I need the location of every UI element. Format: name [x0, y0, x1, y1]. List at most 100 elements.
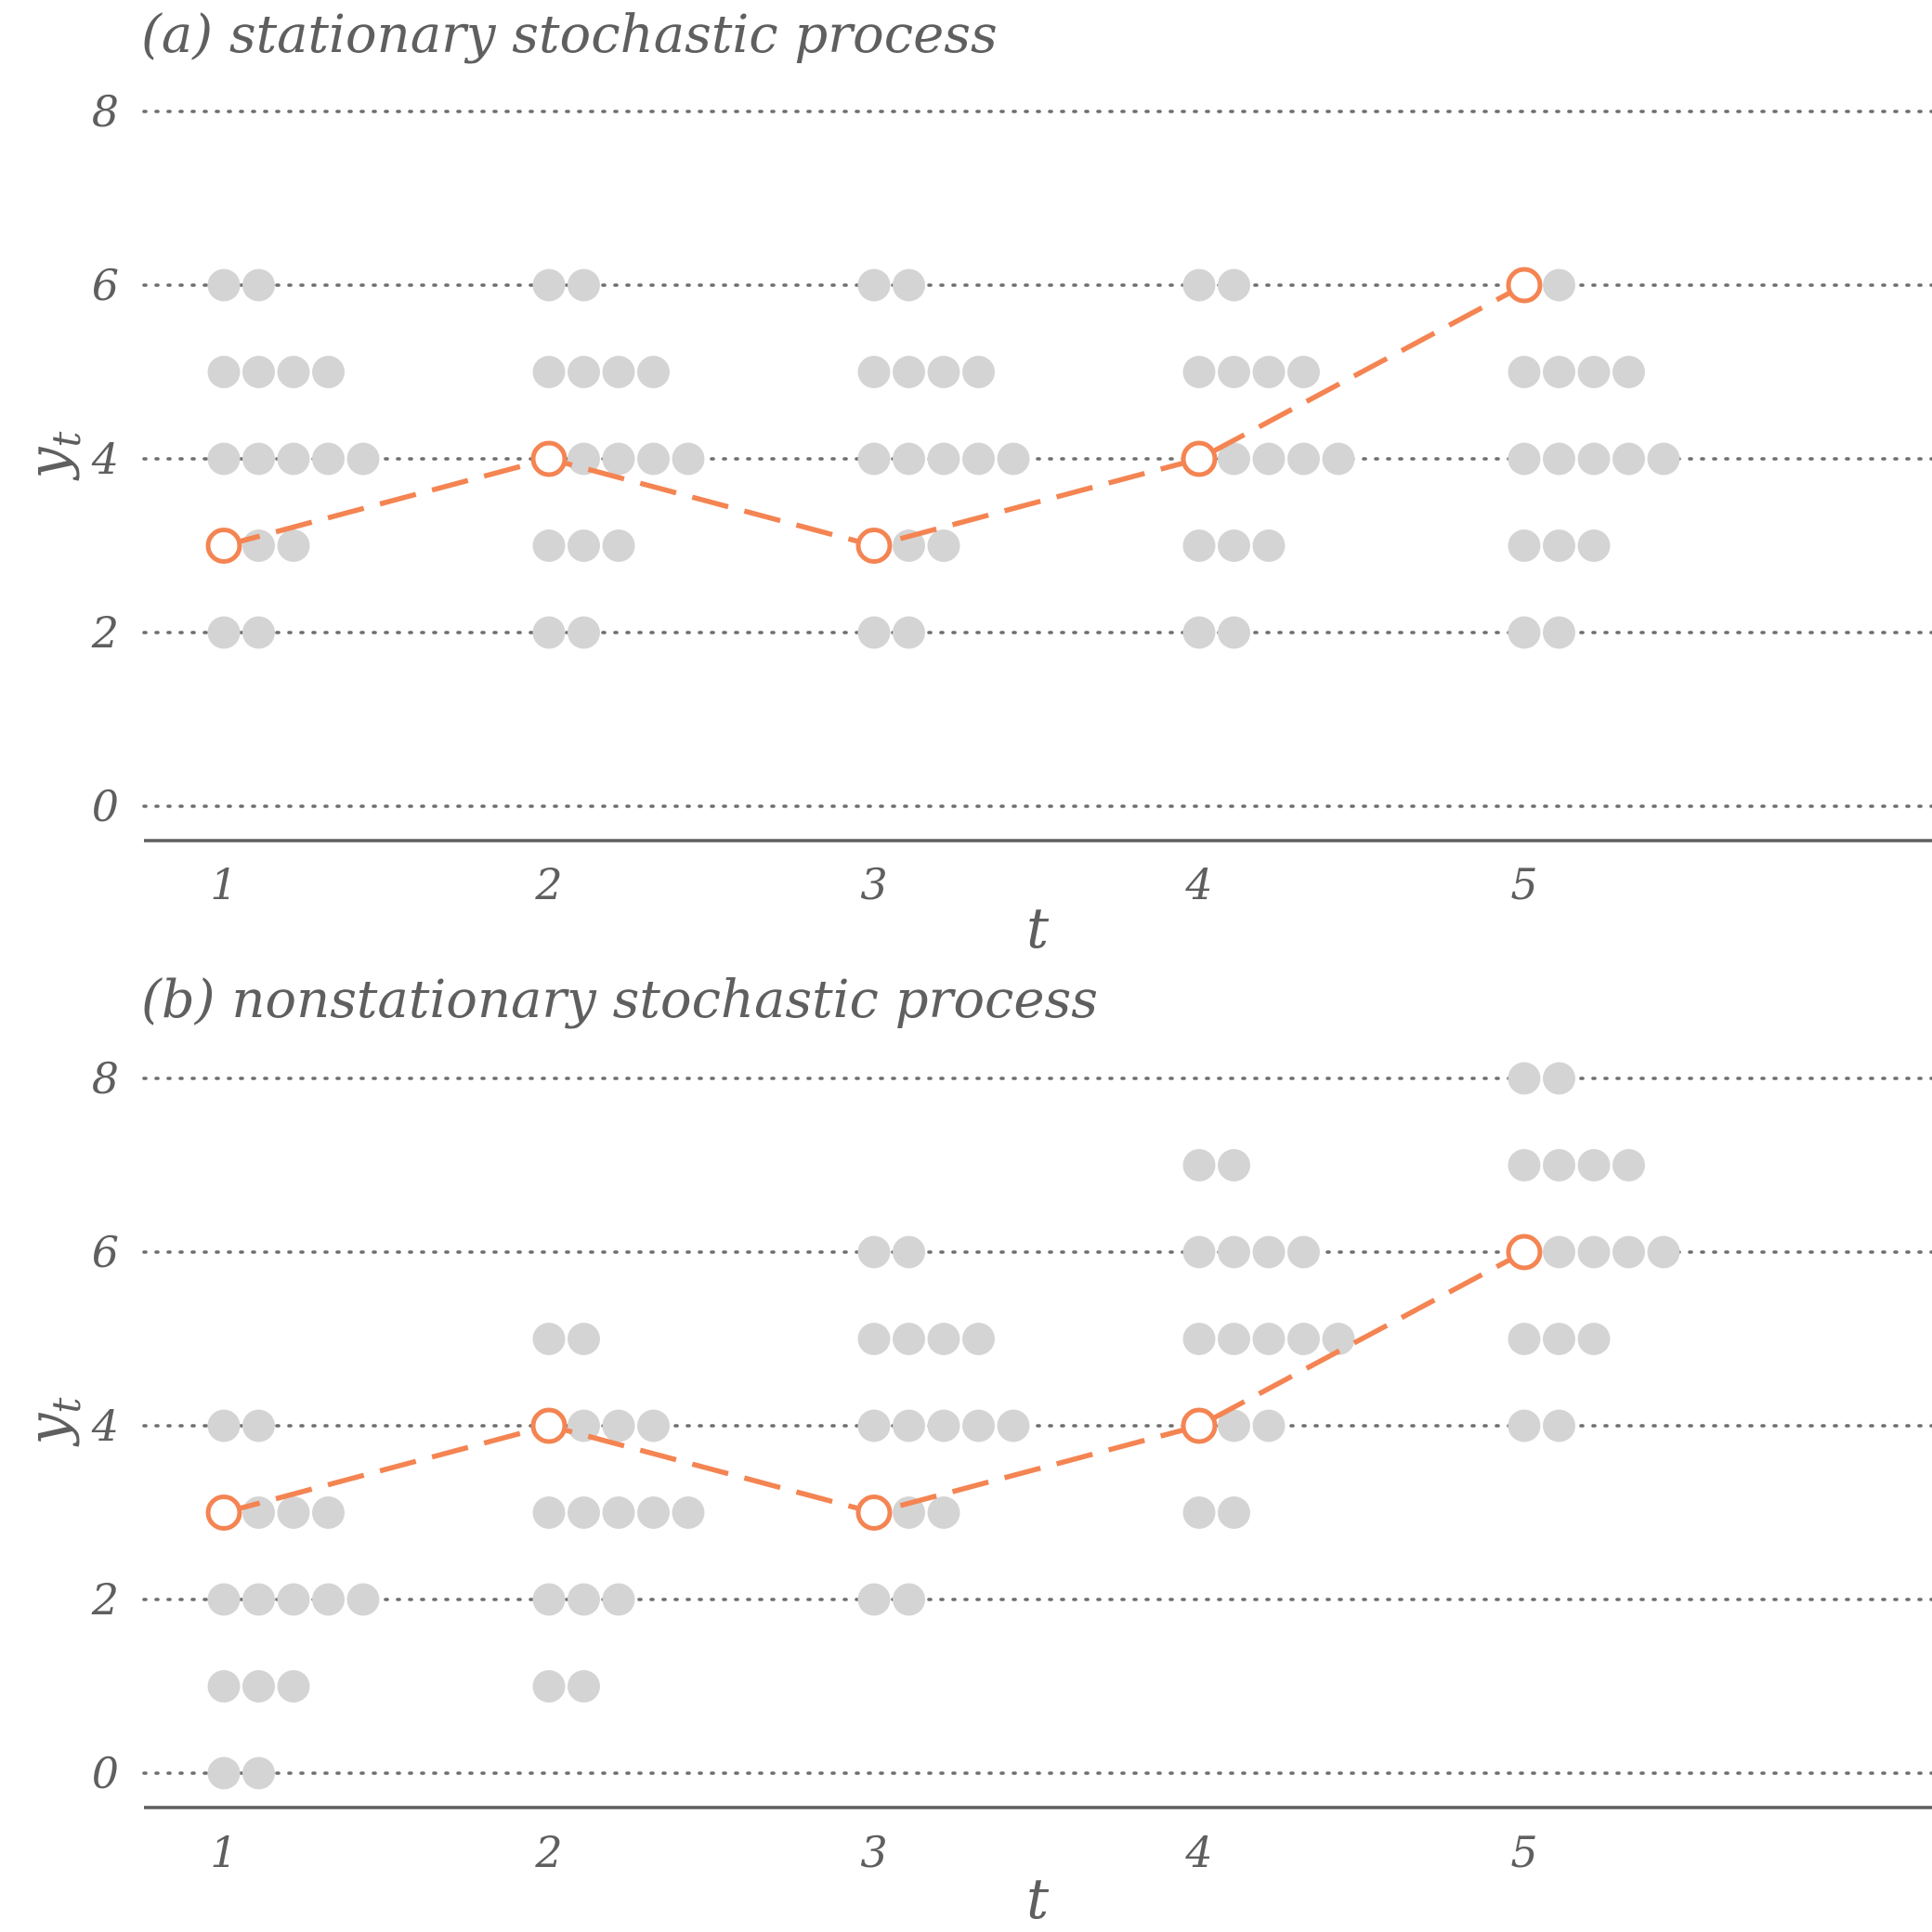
dot [857, 268, 891, 302]
x-tick-label: 2 [534, 859, 562, 909]
chart-title: (a) stationary stochastic process [141, 5, 998, 65]
dot [207, 356, 241, 388]
dot [637, 442, 670, 476]
dot [637, 356, 670, 388]
dot [207, 1583, 241, 1616]
dot [1543, 268, 1575, 302]
dot [857, 1323, 891, 1355]
dot [1182, 1496, 1216, 1529]
dot [927, 1496, 960, 1529]
dot [1508, 442, 1541, 476]
x-tick-label: 3 [860, 859, 887, 909]
dot [893, 442, 925, 476]
x-axis-title: t [1026, 1867, 1050, 1932]
dot [1322, 442, 1355, 476]
dot [346, 1583, 380, 1616]
dot [242, 1583, 275, 1616]
y-axis-subscript: t [44, 1397, 89, 1413]
dot [1577, 356, 1611, 388]
dot [893, 1235, 925, 1269]
dot [1218, 1323, 1250, 1355]
dot [1218, 356, 1250, 388]
dot [1543, 1323, 1575, 1355]
realization-point [530, 440, 568, 477]
dot [532, 268, 566, 302]
dot [1218, 1409, 1250, 1442]
dot [1543, 1149, 1575, 1181]
dot [962, 1323, 995, 1355]
dot [1577, 1149, 1611, 1181]
dot [927, 1409, 960, 1442]
dot [568, 1670, 600, 1703]
dot [927, 529, 960, 562]
dot [242, 356, 275, 388]
dot [1612, 1149, 1645, 1181]
dot [532, 1670, 566, 1703]
y-tick-label: 8 [92, 86, 119, 137]
dot [1508, 1149, 1541, 1181]
realization-point [1181, 1407, 1218, 1444]
dot [1218, 268, 1250, 302]
dot [1182, 616, 1216, 649]
dot [207, 1756, 241, 1790]
dot [1218, 529, 1250, 562]
x-tick-label: 2 [534, 1827, 562, 1877]
dot [568, 1496, 600, 1529]
dot [277, 1496, 310, 1529]
dot [207, 1409, 241, 1442]
chart-title: (b) nonstationary stochastic process [141, 970, 1098, 1030]
dot [1543, 1062, 1575, 1095]
dot [242, 1670, 275, 1703]
dot [1647, 442, 1680, 476]
dot [532, 1496, 566, 1529]
realization-point [1506, 267, 1543, 304]
dot [242, 1756, 275, 1790]
dot [532, 1323, 566, 1355]
dot [532, 1583, 566, 1616]
dot [893, 1583, 925, 1616]
dot [532, 529, 566, 562]
dot [207, 1670, 241, 1703]
chart-panel-a: (a) stationary stochastic process 0 2 4 6 8 yt… [16, 5, 1932, 961]
dot [277, 1670, 310, 1703]
dot [1252, 1409, 1286, 1442]
dot [927, 356, 960, 388]
dot [1252, 1323, 1286, 1355]
dot [602, 529, 635, 562]
dot [207, 442, 241, 476]
dot [1508, 1409, 1541, 1442]
dot [277, 356, 310, 388]
y-tick-label: 4 [91, 1401, 119, 1451]
dot [1287, 1323, 1320, 1355]
dot [997, 1409, 1030, 1442]
dot [1543, 356, 1575, 388]
y-tick-label: 8 [92, 1053, 119, 1103]
dot [277, 1583, 310, 1616]
dot [568, 1323, 600, 1355]
dot [568, 529, 600, 562]
dot [1508, 529, 1541, 562]
dot [532, 616, 566, 649]
realization-point [1181, 440, 1218, 477]
dot [602, 356, 635, 388]
x-tick-label: 5 [1510, 859, 1537, 909]
dot [568, 616, 600, 649]
dot [1612, 356, 1645, 388]
dot [1287, 442, 1320, 476]
dot [312, 1583, 345, 1616]
dot [1218, 1496, 1250, 1529]
x-tick-label: 5 [1510, 1827, 1537, 1877]
dot [1252, 442, 1286, 476]
realization-point [205, 1495, 242, 1531]
dot [893, 356, 925, 388]
y-tick-label: 6 [92, 1227, 119, 1277]
dot [1182, 1235, 1216, 1269]
dot [927, 1323, 960, 1355]
dot [242, 1409, 275, 1442]
y-tick-label: 2 [91, 607, 119, 658]
dot [893, 268, 925, 302]
dot [568, 356, 600, 388]
dot [1508, 616, 1541, 649]
dot [1322, 1323, 1355, 1355]
